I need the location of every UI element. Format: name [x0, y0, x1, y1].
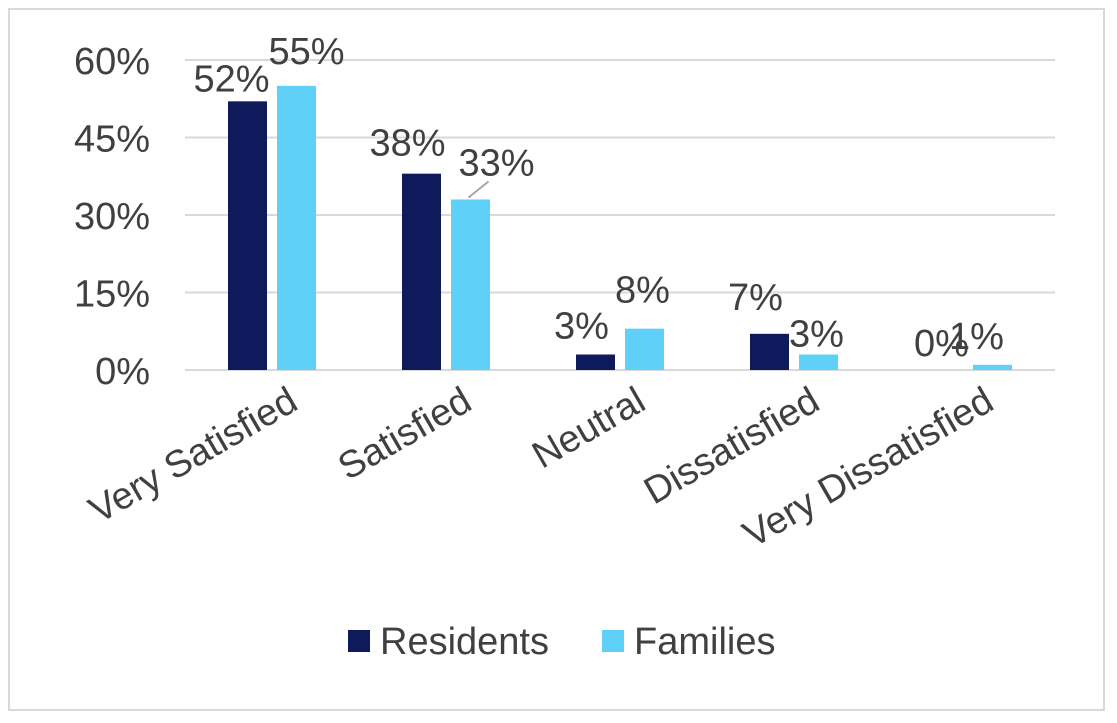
bar-residents-very-satisfied: [228, 101, 267, 370]
x-tick-label: Neutral: [525, 379, 652, 477]
bar-families-very-satisfied: [277, 85, 316, 370]
legend: Residents Families: [348, 621, 775, 663]
leader-line: [467, 180, 490, 199]
y-tick-label: 60%: [74, 41, 150, 83]
y-axis: 0% 15% 30% 45% 60%: [74, 41, 150, 393]
x-tick-label: Very Satisfied: [82, 379, 304, 532]
bar-residents-neutral: [576, 354, 615, 370]
bar-families-neutral: [625, 328, 664, 370]
legend-label-families: Families: [634, 621, 775, 663]
data-label: 33%: [458, 143, 534, 185]
data-label: 0%: [914, 323, 969, 365]
x-tick-label: Satisfied: [331, 379, 478, 488]
legend-label-residents: Residents: [380, 621, 549, 663]
legend-swatch-families: [602, 630, 624, 652]
y-tick-label: 15%: [74, 274, 150, 316]
bar-families-satisfied: [451, 199, 490, 370]
data-labels: 52%55%38% 33%3%8% 7%3% 0%1%: [193, 31, 1003, 365]
data-label: 55%: [268, 31, 344, 73]
data-label: 7%: [728, 277, 783, 319]
bars: [228, 85, 1012, 370]
y-tick-label: 45%: [74, 119, 150, 161]
gridlines: [185, 59, 1055, 371]
data-label: 1%: [949, 316, 1004, 358]
legend-swatch-residents: [348, 630, 370, 652]
bar-residents-satisfied: [402, 173, 441, 370]
y-tick-label: 0%: [95, 351, 150, 393]
bar-families-very-dissatisfied: [973, 364, 1012, 370]
data-label: 3%: [789, 314, 844, 356]
bar-families-dissatisfied: [799, 354, 838, 370]
data-label: 38%: [369, 123, 445, 165]
bar-residents-dissatisfied: [750, 333, 789, 370]
data-label: 52%: [193, 58, 269, 100]
data-label: 3%: [554, 306, 609, 348]
x-axis: Very Satisfied Satisfied NeutralDissatisfi…: [82, 379, 1000, 556]
y-tick-label: 30%: [74, 196, 150, 238]
chart-frame: [8, 8, 1105, 711]
data-label: 8%: [615, 270, 670, 312]
